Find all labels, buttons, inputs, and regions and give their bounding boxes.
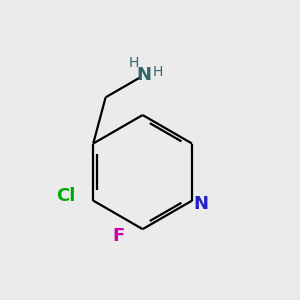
Text: N: N (136, 66, 151, 84)
Text: H: H (128, 56, 139, 70)
Text: F: F (112, 227, 125, 245)
Text: H: H (153, 65, 163, 79)
Text: N: N (194, 195, 209, 213)
Text: Cl: Cl (56, 187, 75, 205)
